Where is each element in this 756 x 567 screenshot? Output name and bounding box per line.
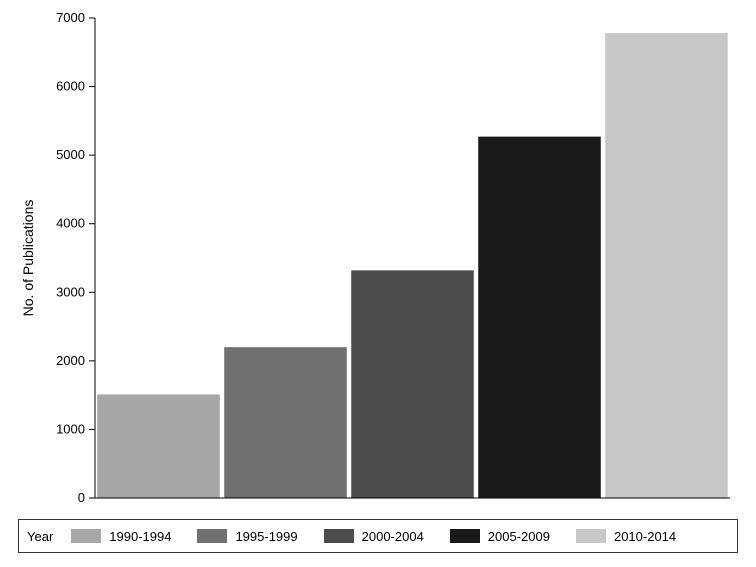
- legend-label: 1995-1999: [235, 529, 297, 544]
- legend-swatch: [197, 529, 227, 543]
- y-tick-label: 6000: [56, 79, 85, 94]
- legend-swatch: [450, 529, 480, 543]
- legend-title: Year: [27, 529, 53, 544]
- y-tick-label: 7000: [56, 10, 85, 25]
- y-axis-label: No. of Publications: [20, 200, 36, 317]
- bar: [351, 270, 474, 498]
- bar: [478, 137, 601, 498]
- legend-label: 2000-2004: [362, 529, 424, 544]
- legend-swatch: [71, 529, 101, 543]
- legend-label: 2005-2009: [488, 529, 550, 544]
- y-tick-label: 5000: [56, 147, 85, 162]
- legend-swatch: [324, 529, 354, 543]
- publications-bar-chart: 0 1000 2000 3000 4000 5000 6000 7000 No. of Pub…: [0, 0, 756, 567]
- legend-label: 2010-2014: [614, 529, 676, 544]
- y-tick-label: 0: [78, 490, 85, 505]
- bar: [97, 394, 220, 498]
- y-tick-label: 3000: [56, 284, 85, 299]
- legend: Year 1990-1994 1995-1999 2000-2004 2005-200…: [18, 519, 738, 553]
- chart-svg: 0 1000 2000 3000 4000 5000 6000 7000 No. of Pub…: [0, 0, 756, 567]
- legend-item: 2010-2014: [576, 529, 676, 544]
- legend-label: 1990-1994: [109, 529, 171, 544]
- legend-item: 1995-1999: [197, 529, 297, 544]
- bar: [224, 347, 347, 498]
- legend-item: 2000-2004: [324, 529, 424, 544]
- legend-item: 2005-2009: [450, 529, 550, 544]
- y-tick-label: 2000: [56, 353, 85, 368]
- bar: [605, 33, 728, 498]
- y-tick-label: 1000: [56, 421, 85, 436]
- legend-swatch: [576, 529, 606, 543]
- legend-item: 1990-1994: [71, 529, 171, 544]
- y-tick-label: 4000: [56, 216, 85, 231]
